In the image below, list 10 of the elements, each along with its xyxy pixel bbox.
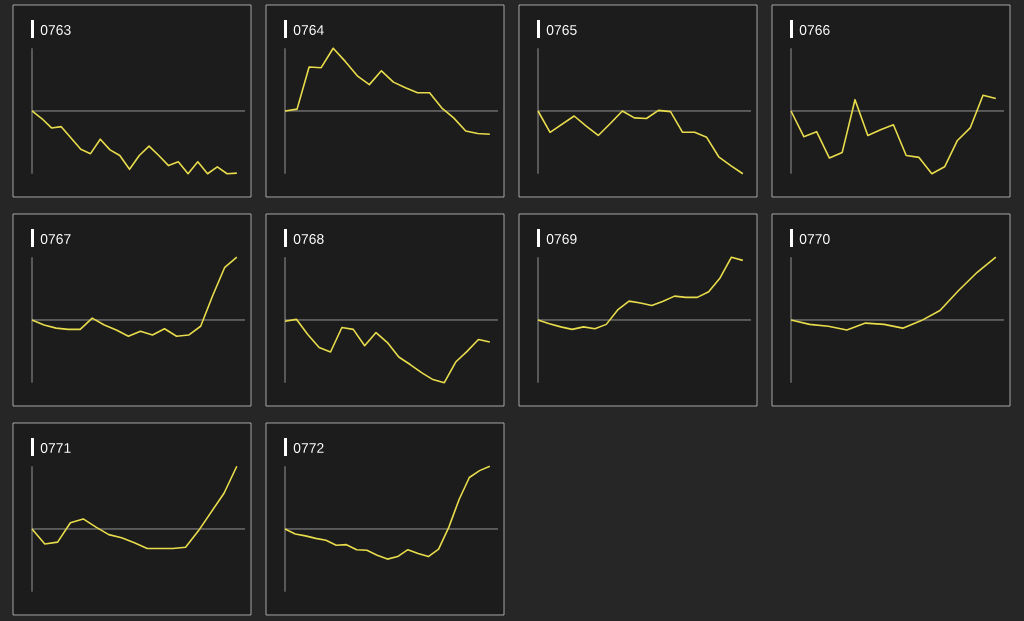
chart-title: 0770 (799, 234, 830, 244)
chart-title: 0766 (799, 25, 830, 35)
chart-title: 0769 (546, 234, 577, 244)
chart-title: 0772 (293, 443, 324, 453)
chart-title: 0771 (40, 443, 71, 453)
chart-title: 0763 (40, 25, 71, 35)
chart-title: 0764 (293, 25, 324, 35)
chart-title: 0765 (546, 25, 577, 35)
chart-title: 0768 (293, 234, 324, 244)
chart-title: 0767 (40, 234, 71, 244)
